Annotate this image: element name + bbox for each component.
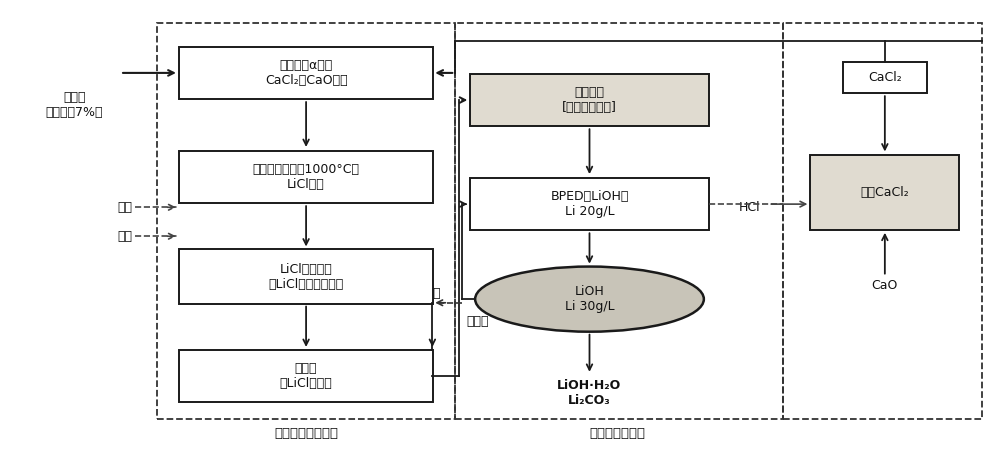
Text: 制备CaCl₂: 制备CaCl₂	[860, 186, 909, 199]
Text: 水: 水	[433, 287, 440, 300]
Text: 锂辉石
（精矿～7%）: 锂辉石 （精矿～7%）	[46, 91, 103, 119]
Text: CaCl₂: CaCl₂	[868, 71, 902, 84]
Text: 水浸出
（LiCl溶液）: 水浸出 （LiCl溶液）	[280, 362, 332, 390]
Text: CaO: CaO	[872, 279, 898, 292]
Bar	[783, 23, 982, 419]
Bar	[810, 155, 959, 230]
Text: 锂辉石（α相）
CaCl₂、CaO混合: 锂辉石（α相） CaCl₂、CaO混合	[265, 59, 347, 87]
Text: LiOH
Li 30g/L: LiOH Li 30g/L	[565, 285, 614, 313]
Text: 去除杂质
[离子交换树脂]: 去除杂质 [离子交换树脂]	[562, 86, 617, 114]
Bar	[179, 151, 433, 203]
Ellipse shape	[475, 267, 704, 332]
Bar	[179, 249, 433, 304]
Bar	[179, 47, 433, 99]
Bar	[157, 23, 455, 419]
Text: BPED（LiOH）
Li 20g/L: BPED（LiOH） Li 20g/L	[550, 190, 629, 218]
Bar	[455, 23, 783, 419]
Text: HCl: HCl	[739, 201, 760, 214]
Bar	[470, 178, 709, 230]
Text: 混合物加热（～1000°C）
LiCl蒸发: 混合物加热（～1000°C） LiCl蒸发	[253, 163, 360, 191]
Text: 加热: 加热	[117, 201, 132, 214]
Text: LiCl蒸气冷凝
（LiCl冷凝为固态）: LiCl蒸气冷凝 （LiCl冷凝为固态）	[268, 262, 344, 290]
Text: 脱盐液: 脱盐液	[466, 315, 489, 328]
Text: LiOH·H₂O
Li₂CO₃: LiOH·H₂O Li₂CO₃	[557, 379, 622, 407]
Text: ［氯化焙烧工艺］: ［氯化焙烧工艺］	[274, 427, 338, 440]
Text: ［电渗析工艺］: ［电渗析工艺］	[589, 427, 645, 440]
Bar	[470, 74, 709, 126]
Bar	[179, 350, 433, 402]
Bar	[843, 61, 927, 93]
Text: 真空: 真空	[117, 230, 132, 243]
